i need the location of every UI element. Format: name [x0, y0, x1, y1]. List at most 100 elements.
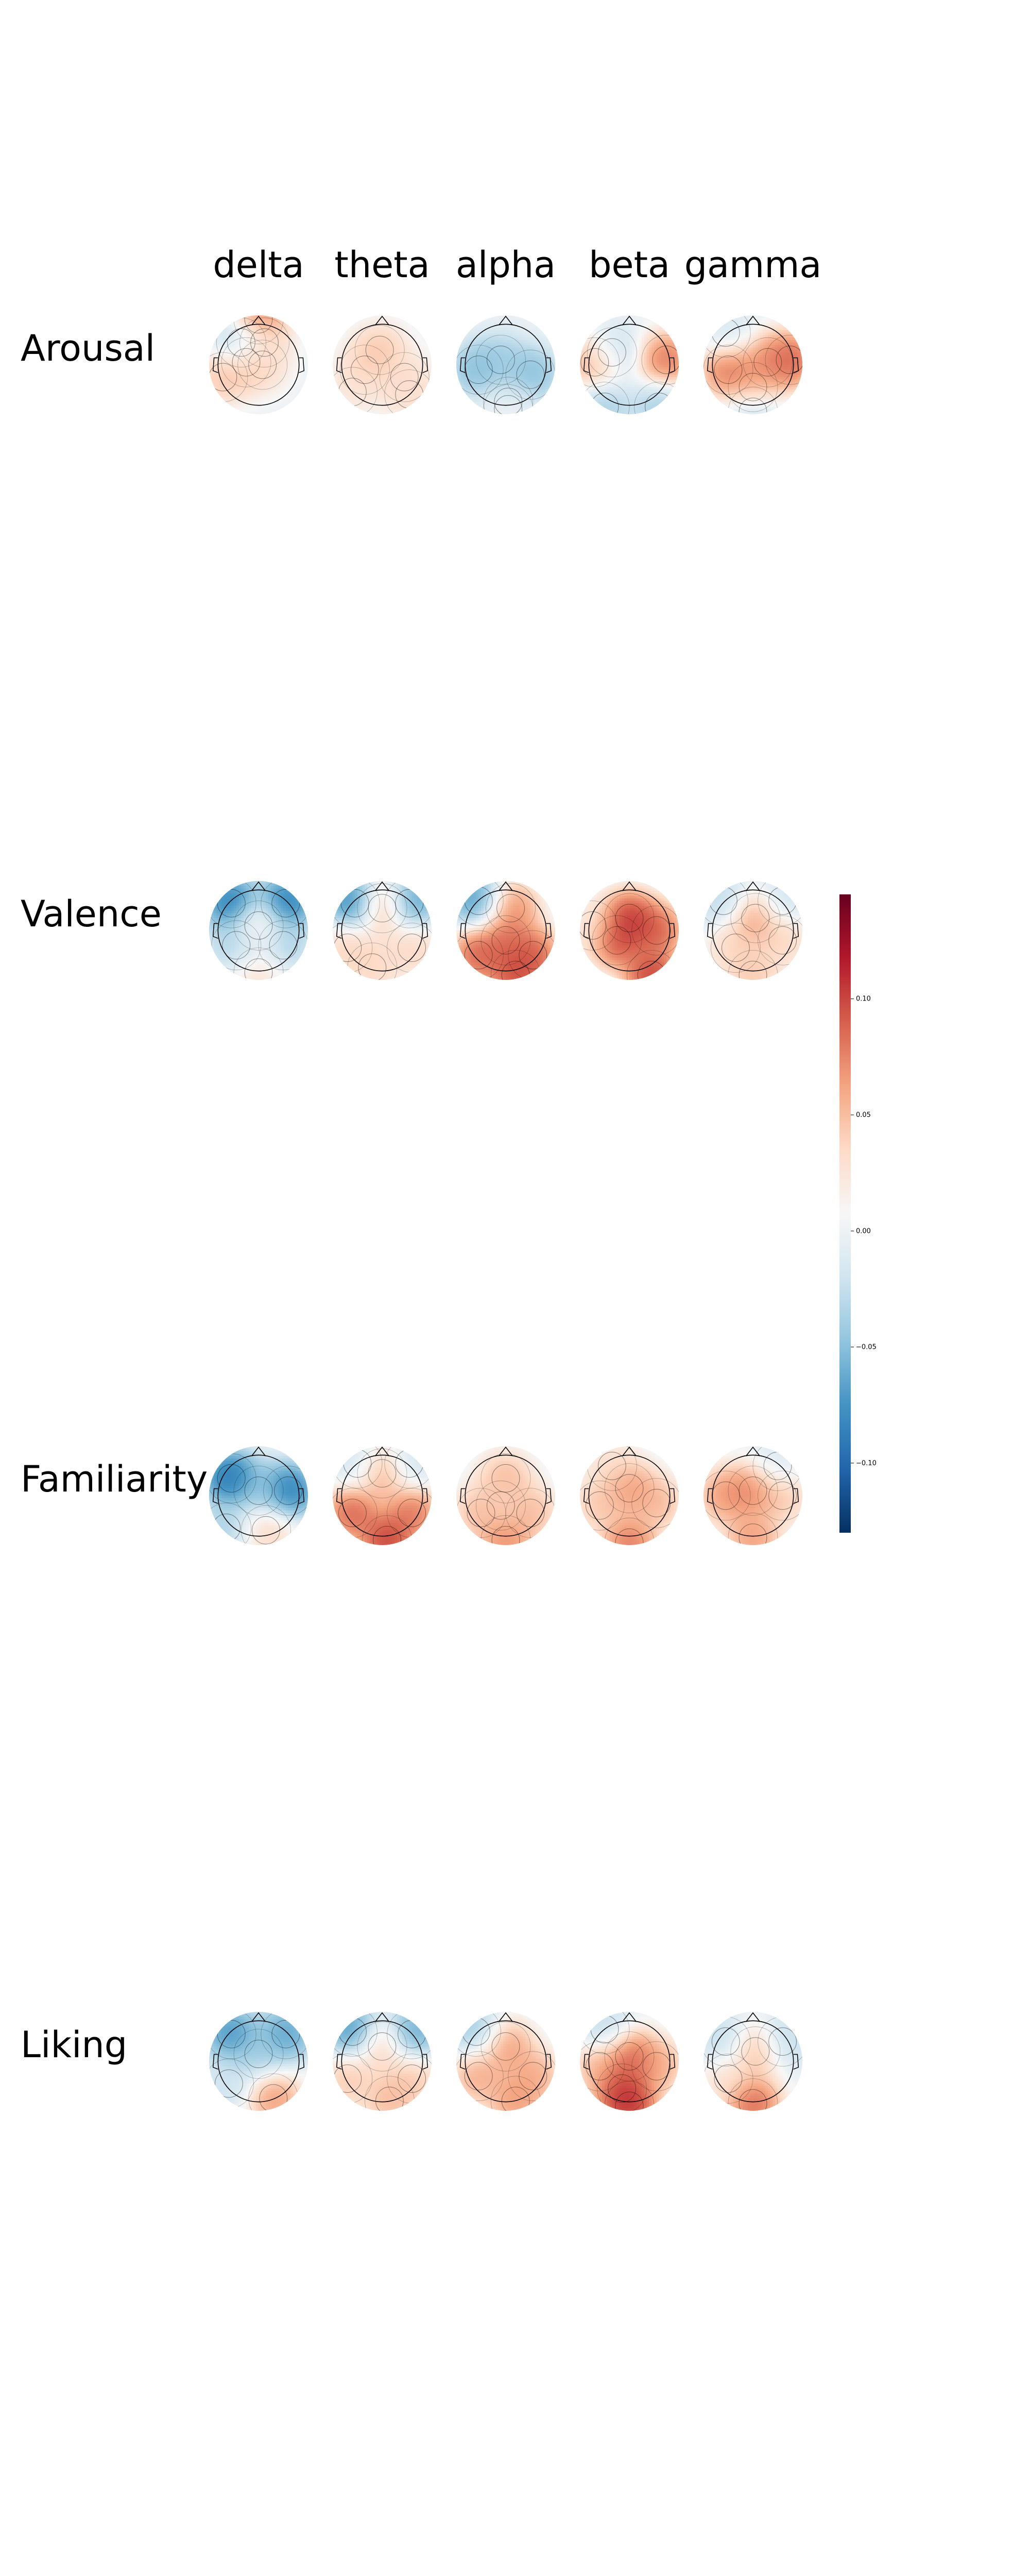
topomap-arousal-alpha	[456, 315, 555, 414]
contour-valence-theta-2	[395, 889, 424, 918]
contour-valence-delta-5	[244, 958, 273, 980]
right-ear	[299, 2054, 305, 2070]
right-ear	[422, 357, 428, 374]
contour-arousal-gamma-2	[776, 346, 802, 374]
nose	[745, 881, 761, 891]
topomap-arousal-gamma	[703, 315, 802, 414]
contour-liking-beta-1	[608, 2074, 636, 2103]
contour-liking-delta-3	[259, 2084, 288, 2111]
head-outline	[712, 889, 794, 972]
nose	[745, 1446, 761, 1456]
left-ear	[707, 923, 713, 939]
contour-valence-theta-0	[368, 894, 397, 923]
contour-familiarity-theta-3	[373, 1526, 401, 1545]
topomap-familiarity-delta	[209, 1446, 308, 1545]
head-outline	[341, 324, 423, 406]
contour-arousal-theta-0	[365, 335, 394, 364]
contour-liking-gamma-4	[739, 2089, 767, 2111]
left-ear	[336, 1488, 342, 1504]
head-outline	[341, 1454, 423, 1537]
topomap-valence-alpha	[456, 881, 555, 980]
contour-valence-beta-1	[603, 926, 631, 955]
contour-liking-theta-4	[398, 2064, 426, 2093]
head-outline	[465, 324, 547, 406]
nose	[251, 2012, 266, 2022]
contour-liking-beta-0	[615, 2042, 644, 2071]
row-label-arousal: Arousal	[21, 327, 155, 369]
contour-liking-delta-2	[271, 2020, 300, 2048]
contour-liking-delta-1	[217, 2020, 246, 2048]
topomap-familiarity-alpha	[456, 1446, 555, 1545]
contour-familiarity-delta-0	[217, 1464, 246, 1493]
column-label-theta: theta	[334, 244, 430, 286]
row-labels: Arousal Valence Familiarity Liking	[21, 327, 208, 2066]
contour-liking-alpha-3	[519, 2062, 547, 2091]
right-ear	[299, 357, 305, 374]
contour-arousal-alpha-2	[516, 360, 545, 389]
contour-valence-alpha-4	[519, 941, 547, 970]
nose	[498, 881, 513, 891]
contour-liking-beta-4	[615, 2092, 644, 2111]
head-outline	[712, 324, 794, 406]
right-ear	[422, 1488, 428, 1504]
contour-familiarity-beta-3	[615, 1528, 644, 1545]
left-ear	[459, 2054, 466, 2070]
contour-arousal-delta-5	[232, 348, 261, 377]
contour-valence-delta-0	[244, 911, 273, 940]
topomap-liking-gamma	[703, 2012, 802, 2111]
head-outline	[712, 1454, 794, 1537]
left-ear	[459, 1488, 466, 1504]
contour-liking-alpha-0	[491, 2032, 520, 2061]
right-ear	[793, 357, 799, 374]
left-ear	[583, 2054, 589, 2070]
contour-familiarity-delta-2	[244, 1477, 273, 1505]
contour-liking-beta-2	[642, 2052, 671, 2080]
contour-arousal-delta-0	[250, 328, 279, 357]
contour-familiarity-alpha-2	[516, 1499, 545, 1527]
contour-valence-gamma-5	[739, 961, 767, 980]
contour-arousal-gamma-5	[739, 397, 767, 414]
head-outline	[588, 324, 671, 406]
left-ear	[707, 1488, 713, 1504]
contour-familiarity-alpha-1	[467, 1499, 495, 1527]
right-ear	[299, 923, 305, 939]
contour-familiarity-gamma-3	[739, 1523, 767, 1545]
contour-valence-alpha-0	[491, 926, 520, 955]
contour-valence-alpha-2	[496, 894, 525, 923]
right-ear	[793, 923, 799, 939]
contour-valence-gamma-1	[722, 934, 750, 962]
contour-valence-delta-1	[217, 889, 246, 918]
contour-liking-theta-0	[368, 2032, 397, 2061]
nose	[251, 881, 266, 891]
contour-familiarity-gamma-2	[768, 1481, 797, 1510]
colorbar-tick-label: 0.10	[856, 995, 871, 1003]
nose	[745, 315, 761, 326]
contour-arousal-gamma-0	[714, 355, 743, 384]
row-label-familiarity: Familiarity	[21, 1458, 208, 1500]
contour-familiarity-gamma-1	[711, 1481, 740, 1510]
contour-familiarity-theta-1	[338, 1499, 367, 1527]
contour-valence-delta-2	[271, 889, 300, 918]
contour-valence-beta-2	[642, 916, 671, 945]
topomap-familiarity-beta	[580, 1446, 679, 1545]
contour-valence-gamma-2	[768, 926, 797, 955]
contour-liking-alpha-4	[501, 2087, 530, 2111]
contour-valence-beta-0	[615, 904, 644, 933]
contour-arousal-alpha-1	[464, 355, 493, 384]
right-ear	[546, 923, 552, 939]
left-ear	[583, 1488, 589, 1504]
topomap-liking-delta	[209, 2012, 308, 2111]
right-ear	[670, 923, 676, 939]
nose	[251, 1446, 266, 1456]
nose	[622, 881, 637, 891]
right-ear	[422, 2054, 428, 2070]
right-ear	[793, 2054, 799, 2070]
contour-familiarity-alpha-0	[491, 1464, 520, 1493]
contour-familiarity-gamma-0	[739, 1477, 767, 1505]
colorbar: −0.10 −0.05 0.00 0.05 0.10	[839, 894, 877, 1533]
contour-arousal-gamma-3	[739, 372, 767, 401]
left-ear	[583, 357, 589, 374]
topomap-arousal-beta	[580, 315, 679, 414]
head-outline	[712, 2020, 794, 2103]
contour-liking-theta-5	[375, 2087, 404, 2111]
